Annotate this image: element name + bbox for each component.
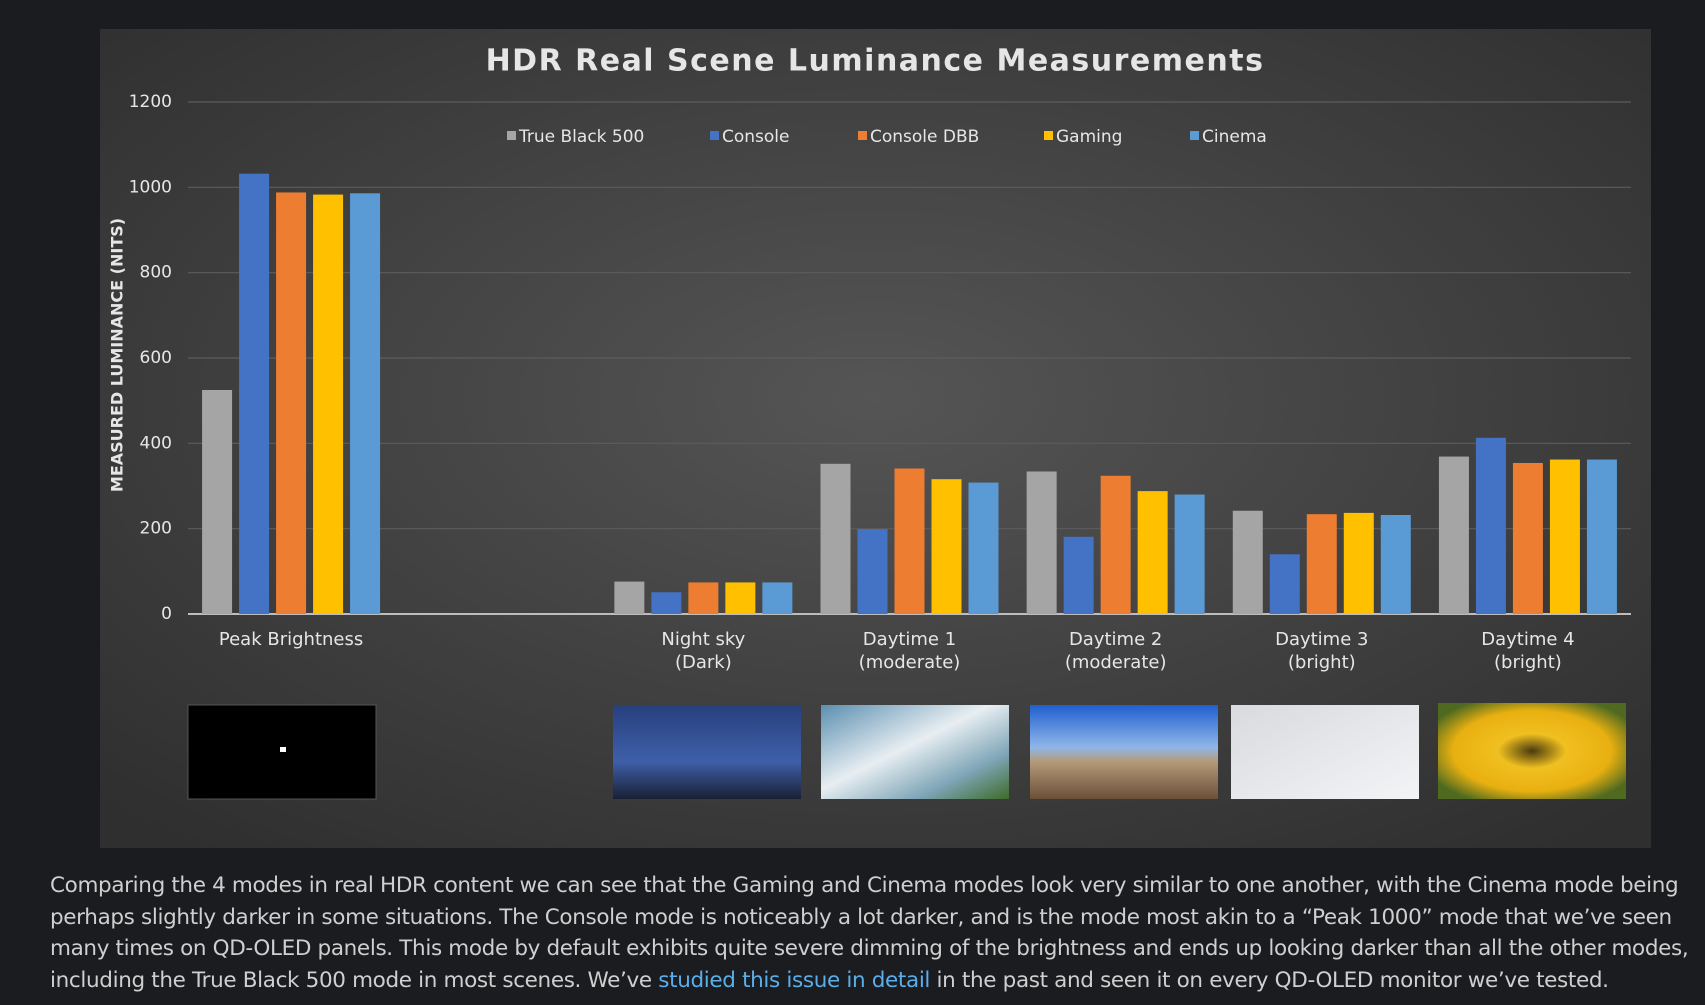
bar <box>1232 510 1263 614</box>
bar <box>1137 491 1168 614</box>
y-tick-label: 400 <box>140 433 172 453</box>
bar <box>894 468 925 614</box>
bar <box>1343 512 1374 614</box>
bar <box>1100 475 1131 614</box>
bar <box>1549 459 1580 614</box>
bar <box>1438 456 1469 614</box>
bar <box>1174 494 1205 614</box>
bar <box>1475 437 1506 614</box>
legend-swatch <box>507 131 516 140</box>
legend-label: Console <box>722 127 790 147</box>
legend-swatch <box>858 131 867 140</box>
bar <box>313 194 344 614</box>
legend-swatch <box>1190 131 1199 140</box>
bar <box>688 582 719 614</box>
bar <box>1063 536 1094 614</box>
x-tick-label: (bright) <box>1494 652 1562 673</box>
y-axis-title: MEASURED LUMINANCE (NITS) <box>108 218 127 492</box>
bar <box>1586 459 1617 614</box>
bar <box>931 479 962 614</box>
bar <box>1306 514 1337 614</box>
thumbnail <box>1030 705 1218 799</box>
thumbnails <box>187 703 1626 800</box>
bar <box>762 582 793 614</box>
legend-swatch <box>710 131 719 140</box>
x-tick-label: Daytime 2 <box>1069 629 1162 650</box>
y-tick-label: 1200 <box>129 92 172 112</box>
y-tick-label: 0 <box>161 604 172 624</box>
bar <box>820 463 851 614</box>
x-tick-label: (Dark) <box>675 652 732 673</box>
thumbnail <box>821 705 1009 799</box>
bar <box>614 581 645 614</box>
bar <box>350 193 381 614</box>
chart-title: HDR Real Scene Luminance Measurements <box>486 44 1265 79</box>
bar <box>1512 462 1543 614</box>
thumbnail <box>1438 703 1626 799</box>
bar <box>1380 515 1411 614</box>
paragraph-text: Comparing the 4 modes in real HDR conten… <box>50 873 1689 993</box>
x-tick-label: Night sky <box>661 629 745 650</box>
y-tick-label: 200 <box>140 519 172 539</box>
x-tick-label: Daytime 1 <box>863 629 956 650</box>
legend-swatch <box>1044 131 1053 140</box>
thumbnail <box>613 705 801 799</box>
legend-label: Gaming <box>1056 127 1122 147</box>
chart: HDR Real Scene Luminance Measurements ME… <box>100 29 1651 848</box>
bar <box>276 192 307 614</box>
bar <box>239 173 270 614</box>
x-tick-label: (moderate) <box>859 652 961 673</box>
thumbnail-dot <box>280 747 286 752</box>
legend-label: Console DBB <box>870 127 979 147</box>
thumbnail <box>1231 705 1419 799</box>
article-paragraph: Comparing the 4 modes in real HDR conten… <box>50 870 1690 996</box>
paragraph-text: in the past and seen it on every QD-OLED… <box>930 967 1609 993</box>
y-tick-label: 600 <box>140 348 172 368</box>
x-tick-label: Peak Brightness <box>219 629 363 650</box>
x-tick-label: Daytime 4 <box>1481 629 1574 650</box>
bar <box>1026 471 1057 614</box>
bar <box>651 592 682 614</box>
y-tick-label: 1000 <box>129 177 172 197</box>
bar <box>725 582 756 614</box>
x-tick-label: (bright) <box>1288 652 1356 673</box>
x-tick-label: Daytime 3 <box>1275 629 1368 650</box>
bar <box>968 482 999 614</box>
bar <box>202 390 233 614</box>
x-tick-label: (moderate) <box>1065 652 1167 673</box>
legend-label: Cinema <box>1202 127 1267 147</box>
inline-link[interactable]: studied this issue in detail <box>658 967 931 993</box>
bar <box>1269 554 1300 614</box>
legend-label: True Black 500 <box>518 127 644 147</box>
bar <box>857 529 888 614</box>
y-tick-label: 800 <box>140 263 172 283</box>
